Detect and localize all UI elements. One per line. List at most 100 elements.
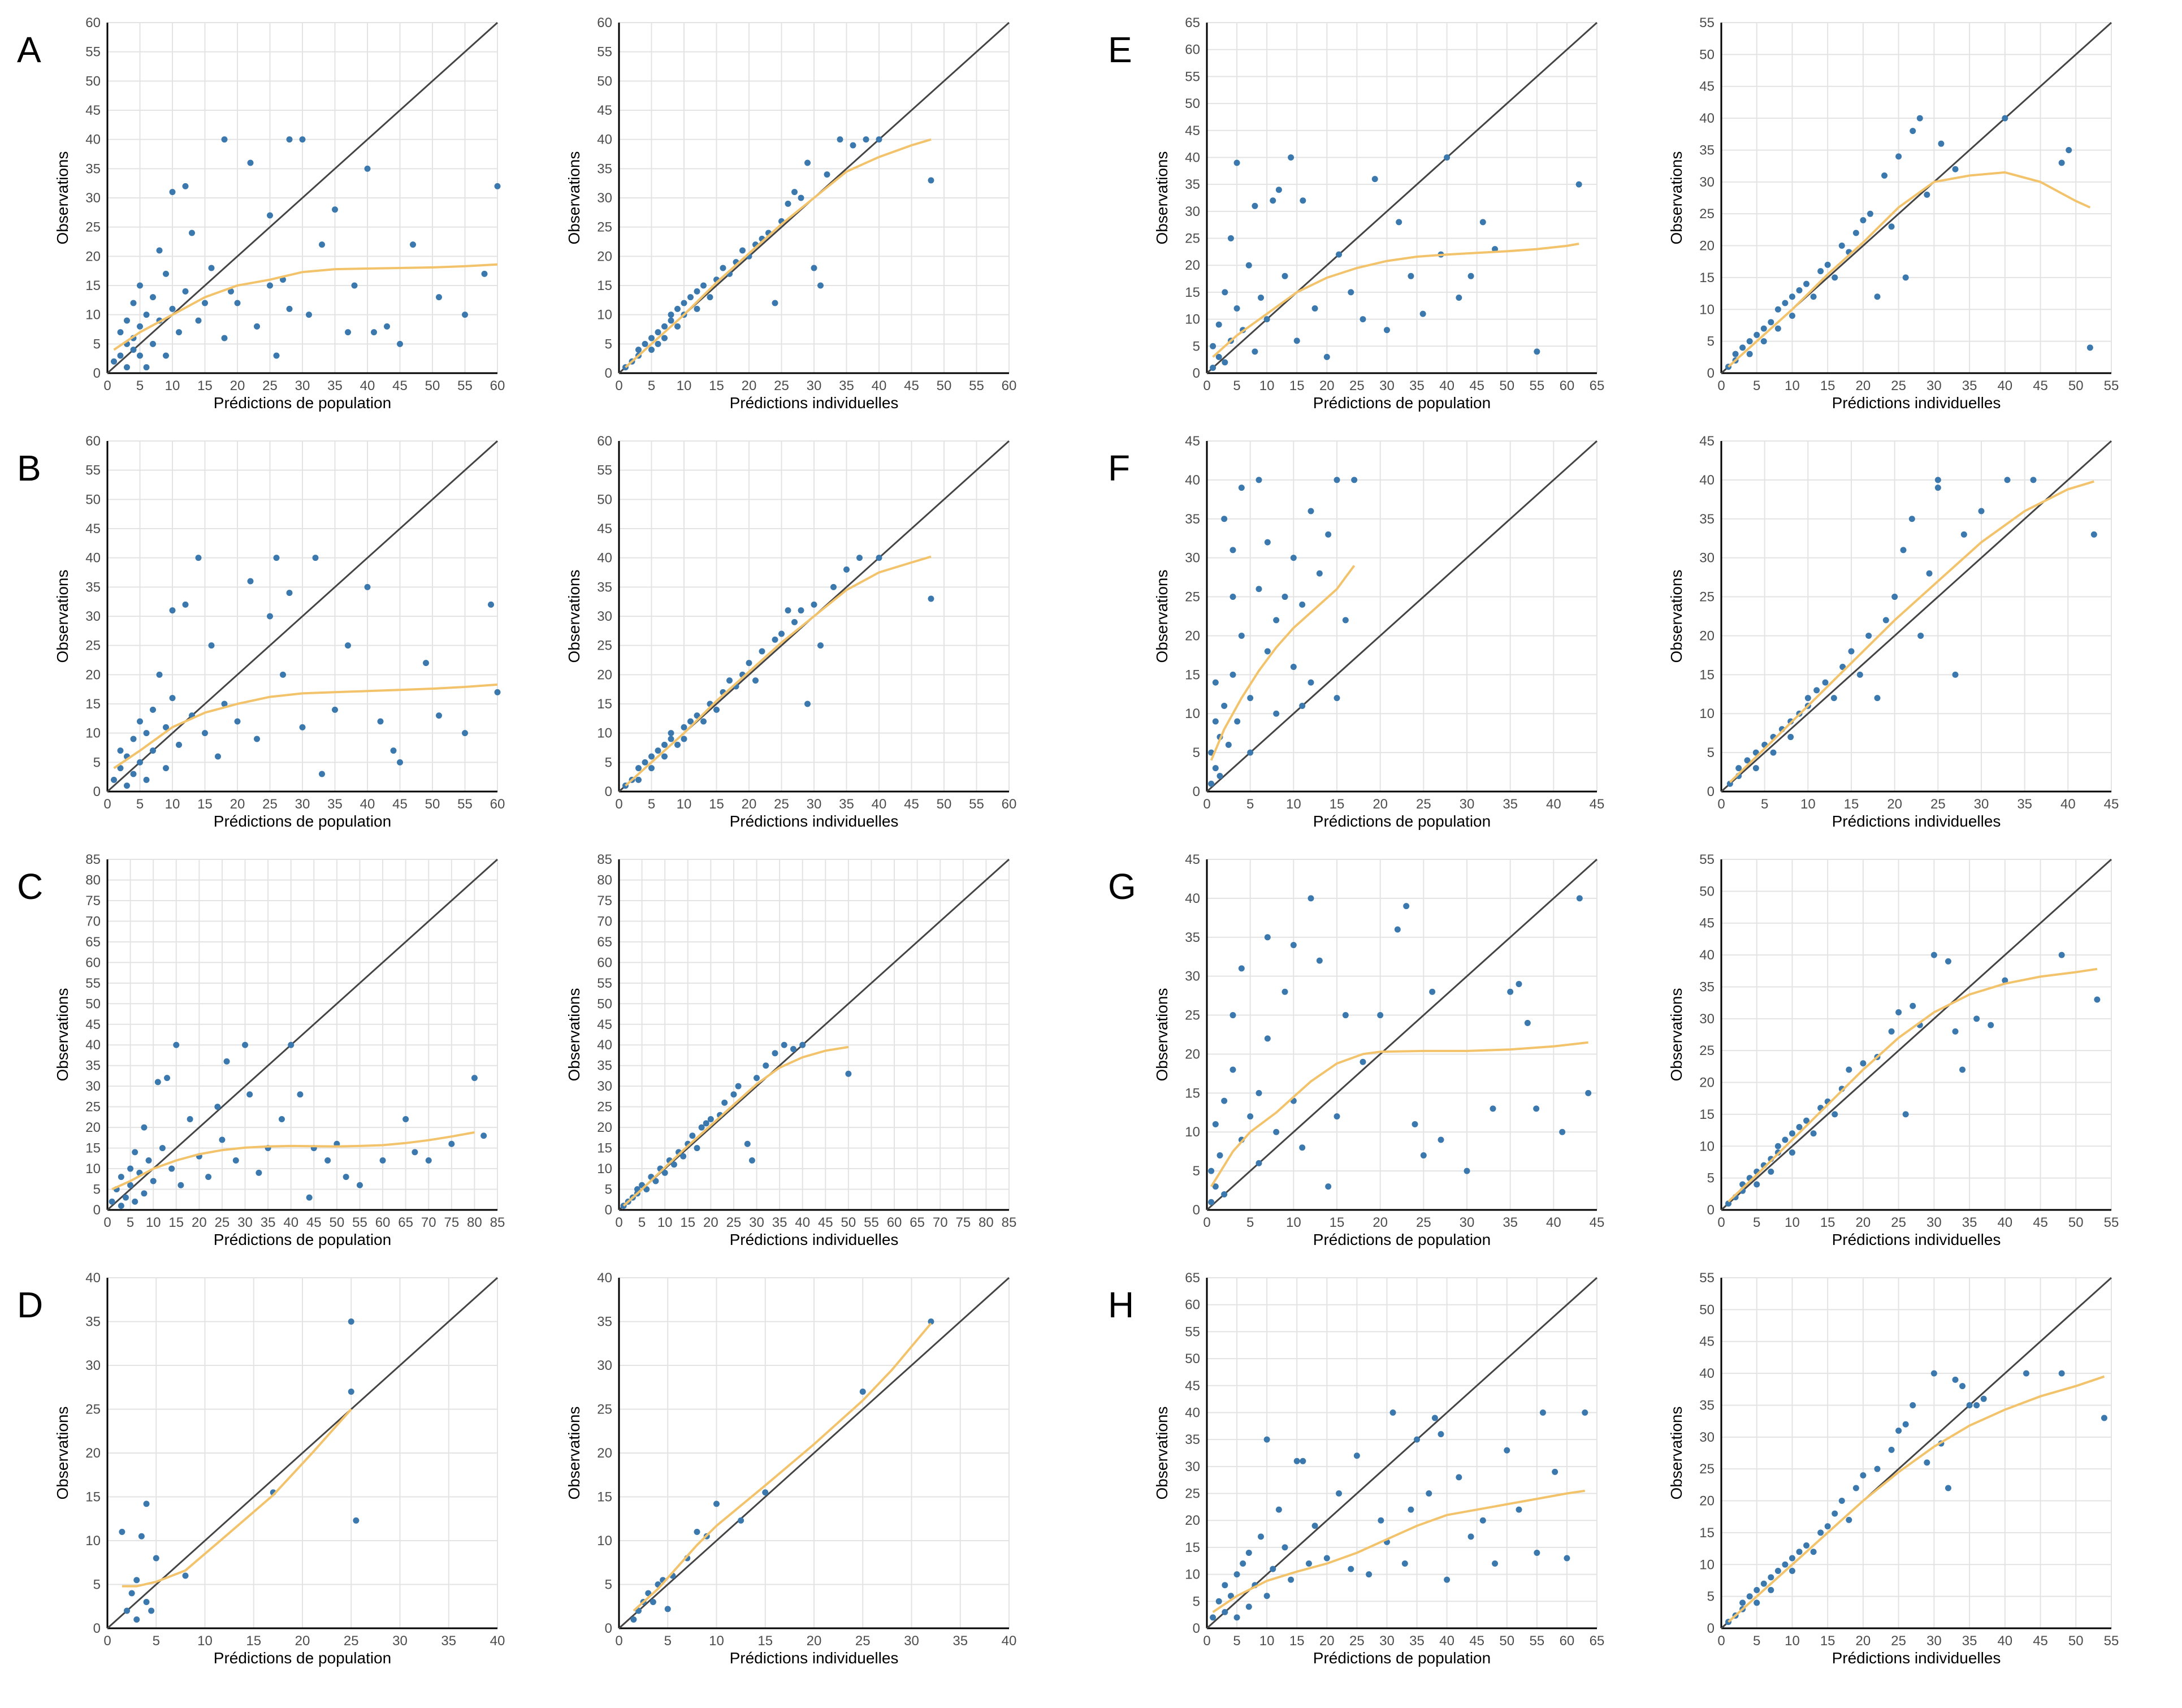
x-tick-label: 20	[192, 1215, 207, 1230]
loess-curve	[1728, 967, 2098, 1203]
y-tick-label: 5	[1193, 1164, 1200, 1179]
x-tick-label: 40	[1997, 378, 2012, 394]
data-point	[1910, 1002, 1916, 1009]
y-tick-label: 10	[597, 1533, 612, 1549]
data-point	[2002, 977, 2008, 984]
data-point	[156, 671, 163, 678]
y-tick-label: 10	[1185, 706, 1200, 721]
data-point	[1895, 1009, 1902, 1016]
data-point	[1215, 353, 1222, 360]
data-point	[1754, 331, 1760, 338]
data-point	[1348, 289, 1354, 296]
data-point	[1360, 1058, 1366, 1065]
data-point	[1229, 671, 1236, 678]
data-point	[117, 329, 124, 336]
y-tick-label: 15	[1185, 667, 1200, 682]
data-point	[1752, 765, 1759, 772]
y-tick-label: 45	[1185, 1378, 1200, 1394]
x-tick-label: 0	[1203, 378, 1210, 394]
data-point	[1238, 485, 1245, 491]
x-tick-label: 20	[1856, 1633, 1871, 1649]
x-tick-label: 5	[1246, 797, 1254, 812]
data-point	[1796, 1123, 1803, 1130]
data-point	[384, 323, 390, 330]
data-point	[1222, 359, 1228, 366]
x-tick-label: 5	[664, 1633, 672, 1649]
data-point	[707, 1116, 714, 1123]
data-point	[1210, 343, 1216, 349]
data-point	[1789, 1555, 1795, 1562]
data-point	[297, 1091, 304, 1098]
y-tick-label: 35	[1185, 512, 1200, 527]
data-point	[137, 759, 143, 766]
chart-B-individual: 0055101015152020252530303535404045455050…	[565, 434, 1016, 830]
x-tick-label: 5	[136, 378, 144, 394]
data-point	[254, 323, 260, 330]
data-point	[1403, 903, 1410, 910]
loess-curve	[113, 263, 498, 351]
x-tick-label: 60	[1002, 378, 1017, 394]
panel-letter: F	[1108, 448, 1130, 488]
data-point	[687, 718, 694, 725]
y-tick-label: 55	[1699, 852, 1715, 867]
data-point	[1464, 1168, 1470, 1174]
data-point	[785, 200, 791, 207]
x-tick-label: 45	[2033, 1633, 2048, 1649]
y-tick-label: 80	[85, 872, 101, 888]
data-point	[117, 765, 124, 772]
identity-line	[618, 858, 1010, 1211]
data-point	[1208, 1199, 1215, 1205]
data-point	[377, 718, 384, 725]
data-point	[655, 329, 661, 336]
y-tick-label: 0	[1707, 784, 1715, 799]
data-point	[1290, 942, 1297, 949]
data-point	[1263, 1593, 1270, 1599]
data-point	[1238, 632, 1245, 639]
x-tick-label: 20	[1319, 378, 1335, 394]
x-tick-label: 5	[1753, 1633, 1760, 1649]
y-tick-label: 5	[1193, 339, 1200, 354]
data-point	[1874, 695, 1881, 702]
data-point	[1412, 1121, 1418, 1127]
y-tick-label: 35	[1699, 142, 1715, 158]
data-point	[1774, 306, 1781, 313]
data-point	[1467, 1533, 1474, 1540]
x-tick-label: 60	[887, 1215, 902, 1230]
y-tick-label: 25	[1699, 1461, 1715, 1477]
data-point	[111, 358, 117, 365]
data-point	[1881, 172, 1888, 179]
y-tick-label: 5	[1707, 334, 1715, 349]
x-tick-label: 0	[1203, 1633, 1210, 1649]
x-tick-label: 10	[1286, 797, 1301, 812]
x-tick-label: 25	[215, 1215, 230, 1230]
x-tick-label: 35	[1409, 1633, 1425, 1649]
x-tick-label: 10	[709, 1633, 724, 1649]
x-tick-label: 30	[1926, 1215, 1942, 1230]
data-point	[1516, 1506, 1522, 1513]
x-axis-title: Prédictions de population	[1313, 1231, 1491, 1248]
data-point	[1252, 202, 1258, 209]
y-tick-label: 40	[597, 132, 612, 148]
x-tick-label: 40	[1546, 797, 1561, 812]
data-point	[650, 1599, 656, 1605]
data-point	[1895, 1428, 1902, 1434]
data-point	[1325, 531, 1332, 538]
y-tick-label: 5	[605, 1182, 612, 1197]
x-tick-label: 25	[774, 378, 789, 394]
data-point	[1832, 1510, 1838, 1517]
x-tick-label: 35	[772, 1215, 787, 1230]
y-tick-label: 55	[1185, 1324, 1200, 1339]
x-tick-label: 0	[103, 1633, 111, 1649]
data-point	[150, 340, 156, 347]
data-point	[1575, 181, 1582, 188]
data-point	[1852, 1485, 1859, 1491]
data-point	[1444, 154, 1451, 161]
data-point	[1255, 1089, 1262, 1096]
data-point	[928, 1318, 934, 1325]
x-tick-label: 5	[127, 1215, 134, 1230]
x-tick-label: 0	[103, 378, 111, 394]
data-point	[1744, 757, 1751, 764]
data-point	[1924, 191, 1930, 198]
x-axis-title: Prédictions individuelles	[1832, 812, 2001, 830]
